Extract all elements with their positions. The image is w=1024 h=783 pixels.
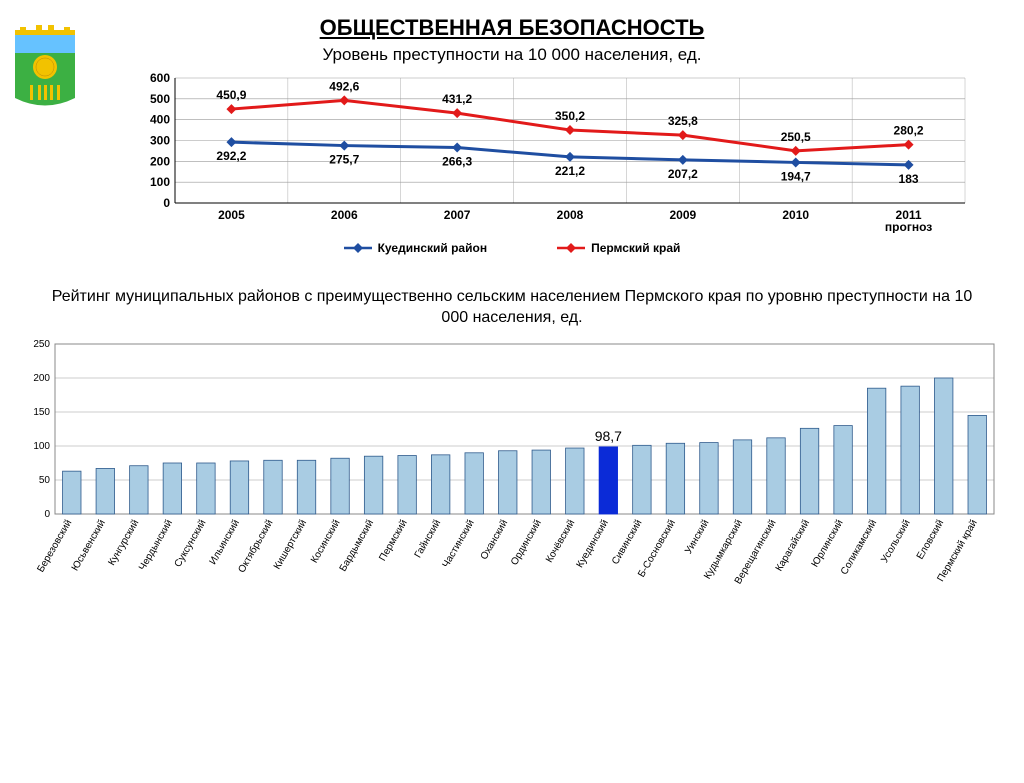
svg-text:Бардымский: Бардымский xyxy=(338,518,376,574)
svg-text:98,7: 98,7 xyxy=(595,427,622,443)
bar-chart-title: Рейтинг муниципальных районов с преимуще… xyxy=(40,287,984,329)
svg-text:2007: 2007 xyxy=(444,208,471,222)
svg-text:100: 100 xyxy=(150,175,170,189)
line-chart: 0 100 200 300 400 500 600 2005 2006 2007 2008 2009 2… xyxy=(130,73,994,233)
svg-text:0: 0 xyxy=(44,509,50,520)
svg-text:Оханский: Оханский xyxy=(479,518,511,562)
page-title: ОБЩЕСТВЕННАЯ БЕЗОПАСНОСТЬ xyxy=(0,15,1024,41)
svg-text:400: 400 xyxy=(150,113,170,127)
svg-text:600: 600 xyxy=(150,73,170,85)
svg-text:Юрлинский: Юрлинский xyxy=(810,518,846,569)
svg-text:0: 0 xyxy=(163,196,170,210)
svg-text:300: 300 xyxy=(150,134,170,148)
svg-text:Карагайский: Карагайский xyxy=(774,518,812,573)
svg-text:Усольский: Усольский xyxy=(879,518,912,565)
svg-text:Октябрьский: Октябрьский xyxy=(236,517,276,574)
bar-chart: 0 50 100 150 200 250 БерезовскийЮсьвенскийКунг… xyxy=(20,339,1004,619)
district-emblem xyxy=(10,25,80,110)
svg-text:Еловский: Еловский xyxy=(915,518,946,562)
svg-text:266,3: 266,3 xyxy=(442,155,472,169)
svg-text:492,6: 492,6 xyxy=(329,79,359,93)
svg-text:Кочёвский: Кочёвский xyxy=(544,518,577,565)
svg-text:Косинский: Косинский xyxy=(309,518,343,565)
svg-text:450,9: 450,9 xyxy=(216,88,246,102)
svg-text:Кишертский: Кишертский xyxy=(272,518,309,571)
svg-text:194,7: 194,7 xyxy=(781,169,811,183)
svg-text:221,2: 221,2 xyxy=(555,164,585,178)
svg-text:2008: 2008 xyxy=(557,208,584,222)
svg-text:280,2: 280,2 xyxy=(894,124,924,138)
svg-text:207,2: 207,2 xyxy=(668,167,698,181)
svg-text:Пермский: Пермский xyxy=(377,518,409,563)
svg-text:Частинский: Частинский xyxy=(441,518,477,570)
svg-text:Куединский: Куединский xyxy=(575,518,611,570)
svg-text:Кунгурский: Кунгурский xyxy=(106,518,141,568)
page-subtitle: Уровень преступности на 10 000 населения… xyxy=(0,45,1024,65)
svg-text:прогноз: прогноз xyxy=(885,220,932,233)
svg-text:Ординский: Ординский xyxy=(509,518,544,567)
svg-text:2009: 2009 xyxy=(670,208,697,222)
svg-text:50: 50 xyxy=(39,475,51,486)
svg-text:Березовский: Березовский xyxy=(35,518,74,574)
svg-text:500: 500 xyxy=(150,92,170,106)
svg-text:2006: 2006 xyxy=(331,208,358,222)
svg-text:Суксунский: Суксунский xyxy=(173,518,209,569)
svg-text:183: 183 xyxy=(899,172,919,186)
svg-text:275,7: 275,7 xyxy=(329,153,359,167)
svg-text:250: 250 xyxy=(33,339,50,350)
svg-text:Гайнский: Гайнский xyxy=(413,518,444,560)
svg-text:325,8: 325,8 xyxy=(668,114,698,128)
svg-text:292,2: 292,2 xyxy=(216,149,246,163)
svg-text:350,2: 350,2 xyxy=(555,109,585,123)
svg-text:2010: 2010 xyxy=(782,208,809,222)
svg-text:Юсьвенский: Юсьвенский xyxy=(70,518,108,573)
svg-text:Чердынский: Чердынский xyxy=(137,518,175,573)
svg-text:Ильинский: Ильинский xyxy=(208,518,242,567)
chart-legend: Куединский район Пермский край xyxy=(0,241,1024,257)
svg-text:100: 100 xyxy=(33,441,50,452)
svg-text:Уинский: Уинский xyxy=(683,518,711,556)
legend-item: Куединский район xyxy=(344,241,487,255)
svg-text:431,2: 431,2 xyxy=(442,92,472,106)
svg-text:200: 200 xyxy=(33,373,50,384)
svg-text:Б-Сосновский: Б-Сосновский xyxy=(636,518,678,579)
legend-item: Пермский край xyxy=(557,241,680,255)
svg-text:Соликамский: Соликамский xyxy=(839,518,879,577)
svg-text:Сивинский: Сивинский xyxy=(610,518,644,567)
svg-text:200: 200 xyxy=(150,154,170,168)
svg-text:150: 150 xyxy=(33,407,50,418)
svg-text:250,5: 250,5 xyxy=(781,130,811,144)
svg-text:2005: 2005 xyxy=(218,208,245,222)
